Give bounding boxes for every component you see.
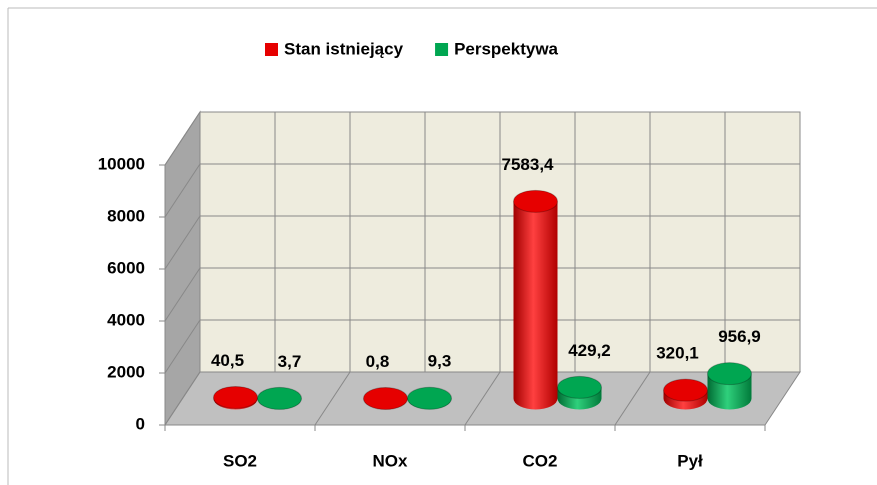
grid-line: [164, 163, 201, 218]
bar-top: [513, 189, 558, 213]
bar: [363, 386, 408, 410]
grid-line: [164, 371, 201, 426]
grid-line: [164, 215, 201, 270]
bar-top: [257, 386, 302, 410]
grid-line: [164, 111, 201, 166]
value-label: 40,5: [211, 351, 244, 370]
y-tick-label: 2000: [107, 362, 145, 381]
y-tick-label: 6000: [107, 258, 145, 277]
x-tick-label: CO2: [523, 451, 558, 470]
side-wall: [164, 110, 201, 427]
value-label: 429,2: [568, 341, 611, 360]
x-tick-label: NOx: [373, 451, 409, 470]
floor-line: [614, 371, 651, 426]
bar: [513, 189, 558, 410]
x-tick-label: Pył: [677, 451, 703, 470]
bar-top: [707, 362, 752, 386]
value-label: 956,9: [718, 327, 761, 346]
bar: [707, 362, 752, 410]
y-tick-label: 4000: [107, 310, 145, 329]
bar: [663, 378, 708, 410]
bar-top: [557, 375, 602, 399]
bar: [407, 386, 452, 410]
grid-line: [164, 319, 201, 374]
y-tick-label: 8000: [107, 206, 145, 225]
legend-label: Stan istniejący: [284, 39, 404, 58]
floor-line: [464, 371, 501, 426]
legend-label: Perspektywa: [454, 39, 558, 58]
bar-top: [407, 386, 452, 410]
bar-body: [513, 201, 558, 410]
bar-top: [213, 385, 258, 409]
value-label: 7583,4: [502, 155, 555, 174]
y-tick-label: 10000: [98, 154, 145, 173]
value-label: 320,1: [656, 344, 699, 363]
bar-top: [663, 378, 708, 402]
value-label: 0,8: [366, 352, 390, 371]
value-label: 3,7: [278, 352, 302, 371]
floor-line: [314, 371, 351, 426]
legend-swatch: [265, 43, 278, 56]
bar: [213, 385, 258, 410]
y-tick-label: 0: [136, 414, 145, 433]
bar: [257, 386, 302, 410]
grid-line: [164, 267, 201, 322]
value-label: 9,3: [428, 352, 452, 371]
x-tick-label: SO2: [223, 451, 257, 470]
bar-top: [363, 386, 408, 410]
legend: Stan istniejący Perspektywa: [265, 39, 559, 58]
bar: [557, 375, 602, 410]
legend-swatch: [435, 43, 449, 56]
